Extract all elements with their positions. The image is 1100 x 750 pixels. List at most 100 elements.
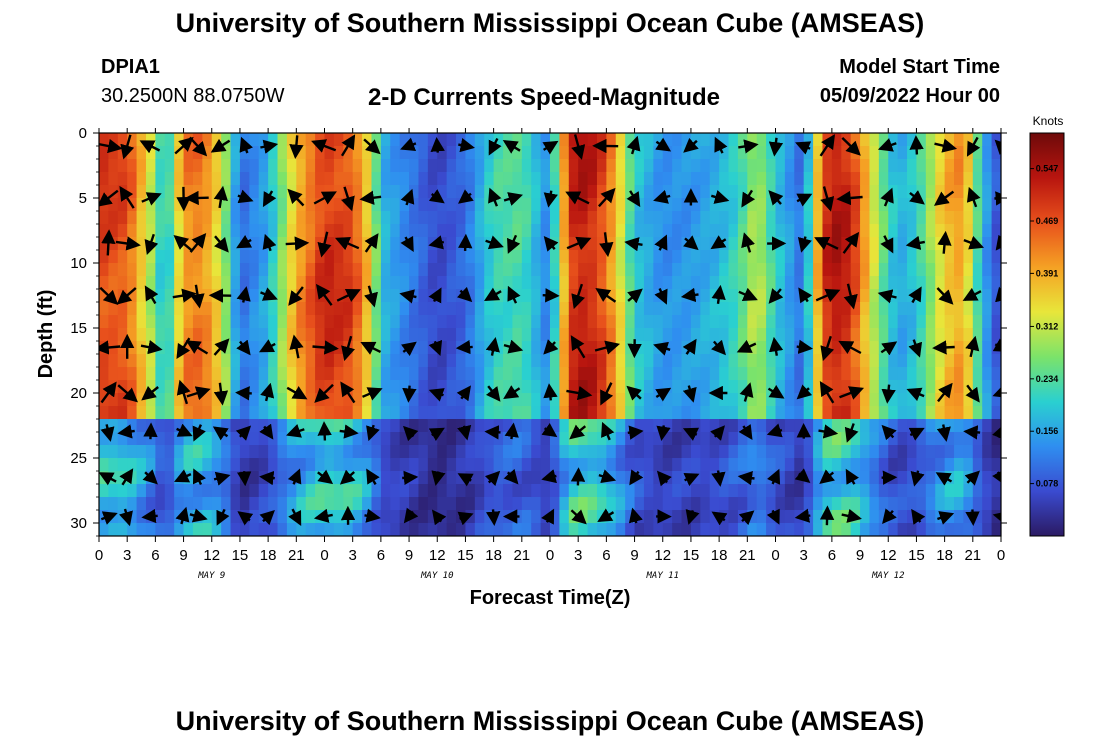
heat-cell	[211, 263, 222, 277]
heat-cell	[409, 172, 420, 186]
x-tick-label: 12	[880, 547, 897, 564]
heat-cell	[474, 146, 485, 160]
heat-cell	[390, 393, 401, 407]
heat-cell	[211, 354, 222, 368]
heat-cell	[99, 380, 109, 394]
heat-cell	[399, 458, 410, 472]
heat-cell	[944, 406, 955, 420]
heat-cell	[775, 445, 786, 459]
heat-cell	[625, 146, 636, 160]
current-vector-arrow	[624, 237, 643, 252]
heat-cell	[728, 185, 739, 199]
heat-cell	[719, 276, 730, 290]
heat-cell	[99, 445, 109, 459]
heat-cell	[390, 458, 401, 472]
heat-cell	[925, 198, 936, 212]
heat-cell	[681, 354, 692, 368]
heat-cell	[963, 432, 974, 446]
heat-cell	[286, 419, 297, 433]
heat-cell	[230, 146, 241, 160]
heat-cell	[324, 250, 335, 264]
heat-cell	[916, 250, 927, 264]
current-vector-arrow	[963, 425, 981, 440]
heat-cell	[399, 367, 410, 381]
heat-cell	[568, 159, 579, 173]
heat-cell	[813, 172, 824, 186]
heat-cell	[296, 432, 307, 446]
heat-cell	[493, 367, 504, 381]
heat-cell	[127, 185, 138, 199]
heat-cell	[878, 172, 889, 186]
heat-cell	[446, 471, 457, 485]
heat-cell	[935, 432, 946, 446]
heat-cell	[822, 263, 833, 277]
heat-cell	[850, 211, 861, 225]
heat-cell	[559, 510, 570, 524]
heat-cell	[935, 354, 946, 368]
heat-cell	[747, 328, 758, 342]
heat-cell	[540, 523, 551, 536]
heat-cell	[878, 315, 889, 329]
heat-cell	[596, 367, 607, 381]
heat-cell	[766, 133, 777, 147]
heat-cell	[164, 432, 175, 446]
heat-cell	[568, 133, 579, 147]
heat-cell	[907, 419, 918, 433]
heat-cell	[540, 276, 551, 290]
heat-cell	[521, 497, 532, 511]
heat-cell	[286, 133, 297, 147]
heat-cell	[897, 328, 908, 342]
heat-cell	[596, 354, 607, 368]
heat-cell	[531, 471, 542, 485]
heat-cell	[954, 146, 965, 160]
heat-cell	[907, 406, 918, 420]
heat-cell	[747, 146, 758, 160]
heat-cell	[352, 224, 363, 238]
current-vector-arrow	[364, 233, 379, 253]
heat-cell	[258, 172, 269, 186]
heat-cell	[850, 328, 861, 342]
heat-cell	[625, 497, 636, 511]
heat-cell	[643, 146, 654, 160]
heat-cell	[437, 484, 448, 498]
heat-cell	[239, 354, 250, 368]
heat-cell	[343, 484, 354, 498]
heat-cell	[531, 315, 542, 329]
heat-cell	[643, 432, 654, 446]
heat-cell	[427, 211, 438, 225]
heat-cell	[822, 432, 833, 446]
heat-cell	[775, 523, 786, 536]
heat-cell	[390, 341, 401, 355]
current-vector-arrow	[570, 335, 586, 359]
heat-cell	[362, 250, 373, 264]
current-vector-arrow	[503, 339, 524, 354]
heat-cell	[493, 211, 504, 225]
current-vector-arrow	[99, 286, 119, 305]
heat-cell	[606, 406, 617, 420]
heat-cell	[954, 328, 965, 342]
heat-cell	[625, 250, 636, 264]
heat-cell	[296, 250, 307, 264]
heat-cell	[258, 263, 269, 277]
heat-cell	[427, 224, 438, 238]
heat-cell	[418, 237, 429, 251]
heat-cell	[258, 432, 269, 446]
heat-cell	[813, 289, 824, 303]
heat-cell	[615, 341, 626, 355]
heat-cell	[954, 419, 965, 433]
heat-cell	[474, 471, 485, 485]
heat-cell	[249, 484, 260, 498]
heat-cell	[728, 510, 739, 524]
heat-cell	[935, 406, 946, 420]
heat-cell	[183, 445, 194, 459]
heat-cell	[333, 276, 344, 290]
heat-cell	[211, 367, 222, 381]
heat-cell	[202, 354, 213, 368]
heat-cell	[615, 510, 626, 524]
heat-cell	[343, 367, 354, 381]
heat-cell	[766, 523, 777, 536]
current-vector-arrow	[458, 233, 473, 251]
heat-cell	[108, 315, 119, 329]
